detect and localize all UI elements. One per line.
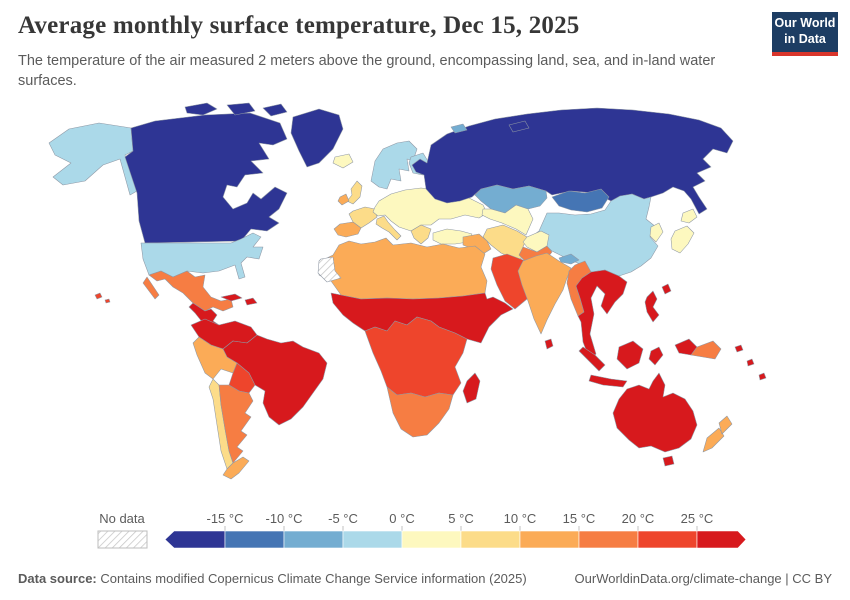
legend-bin-20-25[interactable]	[637, 530, 698, 549]
region-indonesia-borneo[interactable]	[616, 340, 644, 370]
owid-logo-line1: Our World	[774, 16, 836, 31]
region-pacific-island-3[interactable]	[758, 372, 767, 381]
region-canada-arctic-island-3[interactable]	[262, 103, 288, 117]
region-argentina[interactable]	[218, 384, 254, 464]
region-hispaniola[interactable]	[244, 297, 258, 306]
region-peru[interactable]	[192, 336, 238, 380]
region-patagonia[interactable]	[222, 456, 250, 480]
region-southern-africa[interactable]	[386, 386, 454, 438]
region-france[interactable]	[348, 206, 378, 229]
region-philippines[interactable]	[644, 290, 660, 323]
region-new-zealand[interactable]	[702, 415, 733, 453]
region-ireland[interactable]	[337, 193, 350, 206]
region-korea[interactable]	[649, 222, 664, 243]
legend-bin--15--10[interactable]	[224, 530, 285, 549]
region-canada[interactable]	[124, 112, 288, 244]
region-novaya-zemlya[interactable]	[508, 120, 530, 133]
region-central-asia[interactable]	[481, 204, 534, 236]
legend-bin-10-15[interactable]	[519, 530, 580, 549]
legend-tick-label: 20 °C	[622, 511, 655, 526]
region-taiwan[interactable]	[661, 283, 672, 295]
data-source-label: Data source:	[18, 571, 97, 586]
legend-bin-15-20[interactable]	[578, 530, 639, 549]
region-russia[interactable]	[411, 107, 734, 215]
region-uk[interactable]	[346, 180, 363, 205]
region-pacific-island-2[interactable]	[746, 358, 755, 367]
region-scandinavia[interactable]	[370, 140, 418, 190]
region-tasmania[interactable]	[662, 455, 675, 467]
no-data-swatch[interactable]	[97, 530, 148, 549]
map-legend: No data -15 °C -10 °C -5 °C 0 °C 5 °C 10…	[97, 511, 747, 549]
region-indonesia-java[interactable]	[588, 374, 628, 388]
owid-logo-line2: in Data	[784, 32, 826, 46]
chart-footer: Data source: Contains modified Copernicu…	[18, 571, 832, 586]
legend-tick-label: 5 °C	[448, 511, 473, 526]
region-mexico[interactable]	[148, 270, 234, 312]
region-iceland[interactable]	[332, 153, 354, 169]
region-cuba[interactable]	[220, 293, 243, 302]
page-subtitle: The temperature of the air measured 2 me…	[18, 52, 716, 89]
region-sri-lanka[interactable]	[544, 338, 554, 350]
legend-bin--5-0[interactable]	[342, 530, 403, 549]
region-mexico-baja[interactable]	[142, 276, 160, 300]
data-source-text: Contains modified Copernicus Climate Cha…	[100, 571, 527, 586]
region-svalbard[interactable]	[450, 123, 468, 134]
legend-tick-label: -15 °C	[207, 511, 244, 526]
region-western-sahara[interactable]	[317, 256, 342, 283]
region-italy[interactable]	[375, 215, 402, 241]
legend-tick-label: 15 °C	[563, 511, 596, 526]
region-papua-new-guinea[interactable]	[690, 340, 722, 360]
region-himalayas[interactable]	[558, 253, 580, 265]
legend-tick-label: -10 °C	[266, 511, 303, 526]
legend-bin-5-10[interactable]	[460, 530, 521, 549]
region-india[interactable]	[517, 252, 572, 335]
region-hawaii[interactable]	[94, 292, 111, 304]
region-japan[interactable]	[670, 208, 698, 254]
no-data-label: No data	[99, 511, 145, 526]
legend-tick-label: 25 °C	[681, 511, 714, 526]
region-greenland[interactable]	[290, 108, 344, 168]
legend-bin-above-25[interactable]	[696, 530, 747, 549]
region-pacific-island-1[interactable]	[734, 344, 744, 353]
region-canada-arctic-island-1[interactable]	[184, 102, 218, 116]
legend-tick-label: 0 °C	[389, 511, 414, 526]
region-indonesia-sumatra[interactable]	[578, 346, 606, 372]
region-balkans[interactable]	[410, 224, 432, 245]
region-iberia[interactable]	[333, 221, 362, 238]
legend-tick-label: -5 °C	[328, 511, 358, 526]
region-kazakhstan[interactable]	[474, 184, 548, 214]
region-north-africa[interactable]	[318, 237, 488, 300]
region-australia[interactable]	[612, 372, 698, 453]
world-choropleth-map	[48, 102, 767, 480]
region-madagascar[interactable]	[462, 372, 481, 404]
chart-header: Average monthly surface temperature, Dec…	[18, 12, 750, 91]
legend-bin--10--5[interactable]	[283, 530, 344, 549]
legend-tick-label: 10 °C	[504, 511, 537, 526]
region-alaska[interactable]	[48, 122, 138, 196]
region-indonesia-sulawesi[interactable]	[648, 346, 664, 366]
region-iraq-levant[interactable]	[462, 233, 492, 255]
region-mongolia[interactable]	[551, 188, 610, 213]
data-source: Data source: Contains modified Copernicu…	[18, 571, 527, 586]
world-map-container	[35, 100, 815, 502]
owid-logo[interactable]: Our World in Data	[772, 12, 838, 56]
page-title: Average monthly surface temperature, Dec…	[18, 12, 580, 39]
legend-bin-below--15[interactable]	[164, 530, 226, 549]
region-canada-arctic-island-2[interactable]	[226, 102, 256, 116]
region-se-asia[interactable]	[575, 269, 628, 361]
footer-link[interactable]: OurWorldinData.org/climate-change | CC B…	[574, 571, 832, 586]
legend-bin-0-5[interactable]	[401, 530, 462, 549]
